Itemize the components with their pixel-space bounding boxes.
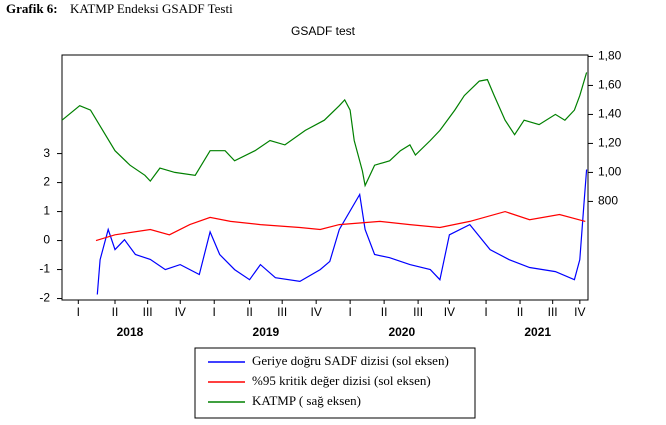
y2-tick-label: 1,60: [598, 78, 622, 92]
x-tick-label: III: [143, 305, 153, 319]
y2-tick-label: 1,00: [598, 165, 622, 179]
x-tick-label: IV: [574, 305, 585, 319]
x-tick-label: III: [413, 305, 423, 319]
y-tick-label: 1: [43, 204, 50, 218]
y-tick-label: 0: [43, 233, 50, 247]
year-label: 2021: [524, 325, 551, 339]
y2-tick-label: 1,80: [598, 49, 622, 63]
x-tick-label: IV: [444, 305, 455, 319]
x-tick-label: III: [277, 305, 287, 319]
chart-title: GSADF test: [291, 24, 356, 38]
x-tick-label: II: [517, 305, 524, 319]
x-tick-label: III: [548, 305, 558, 319]
year-label: 2020: [388, 325, 415, 339]
x-tick-label: I: [484, 305, 487, 319]
legend-box: [194, 347, 476, 419]
year-label: 2018: [117, 325, 144, 339]
x-tick-label: IV: [310, 305, 321, 319]
y2-tick-label: 1,40: [598, 107, 622, 121]
x-tick-label: I: [348, 305, 351, 319]
x-tick-label: I: [213, 305, 216, 319]
year-label: 2019: [253, 325, 280, 339]
y-tick-label: 3: [43, 146, 50, 160]
y-tick-label: -2: [39, 291, 50, 305]
x-tick-label: I: [77, 305, 80, 319]
y-tick-label: -1: [39, 262, 50, 276]
plot-frame: [61, 54, 589, 301]
legend-label: KATMP ( sağ eksen): [252, 393, 361, 408]
figure-title: KATMP Endeksi GSADF Testi: [70, 1, 233, 16]
y2-tick-label: 1,20: [598, 136, 622, 150]
x-tick-label: II: [381, 305, 388, 319]
x-tick-label: IV: [175, 305, 186, 319]
series-line: [61, 72, 588, 188]
figure-label: Grafik 6:: [6, 1, 58, 16]
x-tick-label: II: [112, 305, 119, 319]
y2-tick-label: 800: [598, 194, 618, 208]
series-line: [95, 210, 586, 242]
y-tick-label: 2: [43, 175, 50, 189]
legend-label: %95 kritik değer dizisi (sol eksen): [252, 373, 431, 388]
series-line: [96, 169, 588, 295]
x-tick-label: II: [246, 305, 253, 319]
legend-label: Geriye doğru SADF dizisi (sol eksen): [252, 353, 449, 368]
